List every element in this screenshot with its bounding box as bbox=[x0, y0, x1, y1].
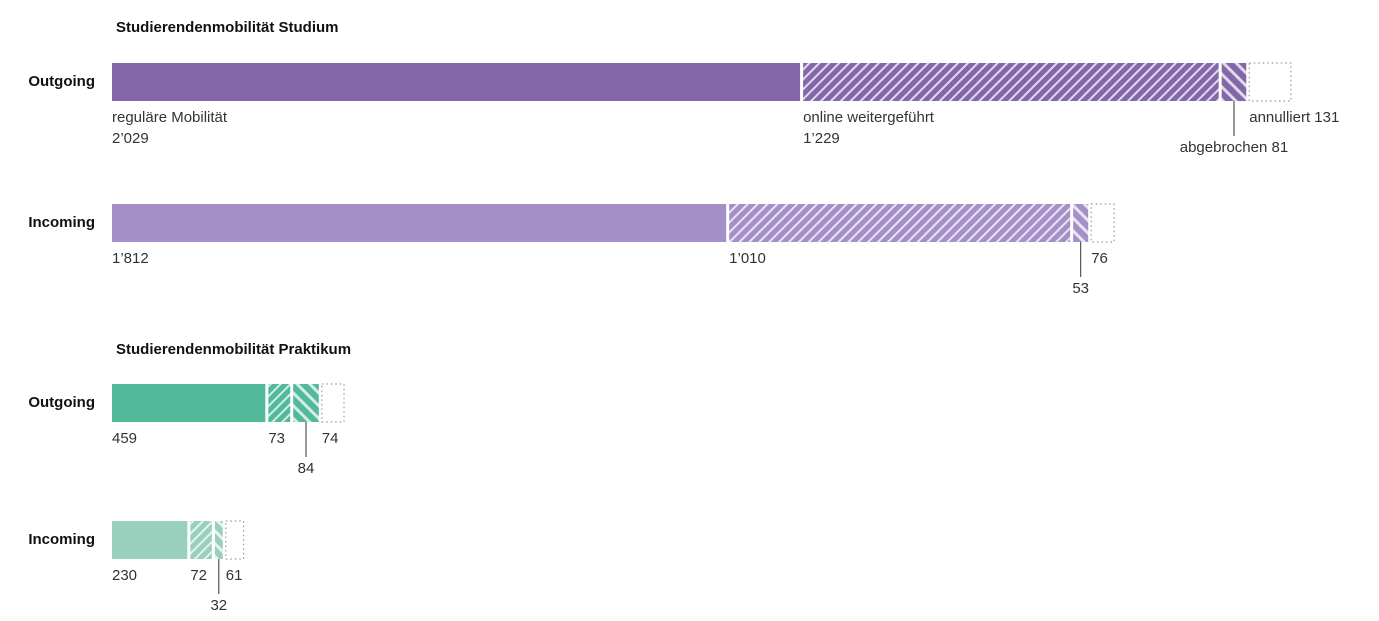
series-name: abgebrochen bbox=[1180, 139, 1268, 156]
bar-segment bbox=[225, 520, 245, 560]
value-text: 81 bbox=[1272, 139, 1289, 156]
category-label: Outgoing bbox=[28, 394, 95, 411]
value-label: 73 bbox=[268, 430, 285, 447]
value-text: 230 bbox=[112, 567, 137, 584]
value-label: 72 bbox=[190, 567, 207, 584]
value-text: 1’812 bbox=[112, 250, 149, 267]
value-text: 61 bbox=[226, 567, 243, 584]
bar-segment bbox=[1090, 203, 1115, 243]
value-label: 1’010 bbox=[729, 250, 766, 267]
value-label: 76 bbox=[1091, 250, 1108, 267]
bar-segment bbox=[293, 384, 319, 422]
value-text: 53 bbox=[1072, 280, 1089, 297]
category-label: Incoming bbox=[28, 214, 95, 231]
bar-segment bbox=[112, 384, 266, 422]
value-text: 72 bbox=[190, 567, 207, 584]
value-label: annulliert 131 bbox=[1249, 109, 1339, 126]
value-label: 459 bbox=[112, 430, 137, 447]
value-label: abgebrochen 81 bbox=[1180, 139, 1288, 156]
bar-segment bbox=[190, 521, 212, 559]
value-label: 74 bbox=[322, 430, 339, 447]
value-label: 1’812 bbox=[112, 250, 149, 267]
value-label: 61 bbox=[226, 567, 243, 584]
bar-segment bbox=[112, 63, 801, 101]
value-text: 84 bbox=[298, 460, 315, 477]
series-name: annulliert bbox=[1249, 109, 1311, 126]
bar-segment bbox=[321, 383, 345, 423]
bar-segment bbox=[1221, 63, 1247, 101]
series-name: online weitergeführt bbox=[803, 109, 935, 126]
value-label: 230 bbox=[112, 567, 137, 584]
value-label: 2’029 bbox=[112, 130, 149, 147]
value-label: 1’229 bbox=[803, 130, 840, 147]
chart-title: Studierendenmobilität Studium bbox=[116, 19, 339, 36]
value-text: 32 bbox=[210, 597, 227, 614]
value-text: 131 bbox=[1314, 109, 1339, 126]
chart-title: Studierendenmobilität Praktikum bbox=[116, 341, 351, 358]
bar-segment bbox=[112, 204, 727, 242]
value-text: 76 bbox=[1091, 250, 1108, 267]
series-name: reguläre Mobilität bbox=[112, 109, 228, 126]
bar-segment bbox=[803, 63, 1219, 101]
bar-segment bbox=[1073, 204, 1089, 242]
value-text: 74 bbox=[322, 430, 339, 447]
bar-segment bbox=[214, 521, 223, 559]
bar-segment bbox=[729, 204, 1071, 242]
value-text: 1’010 bbox=[729, 250, 766, 267]
value-label: 53 bbox=[1072, 280, 1089, 297]
value-text: 459 bbox=[112, 430, 137, 447]
category-label: Incoming bbox=[28, 531, 95, 548]
value-label: 32 bbox=[210, 597, 227, 614]
category-label: Outgoing bbox=[28, 73, 95, 90]
bar-segment bbox=[268, 384, 291, 422]
bar-segment bbox=[112, 521, 188, 559]
value-label: 84 bbox=[298, 460, 315, 477]
bar-segment bbox=[1248, 62, 1292, 102]
value-text: 73 bbox=[268, 430, 285, 447]
